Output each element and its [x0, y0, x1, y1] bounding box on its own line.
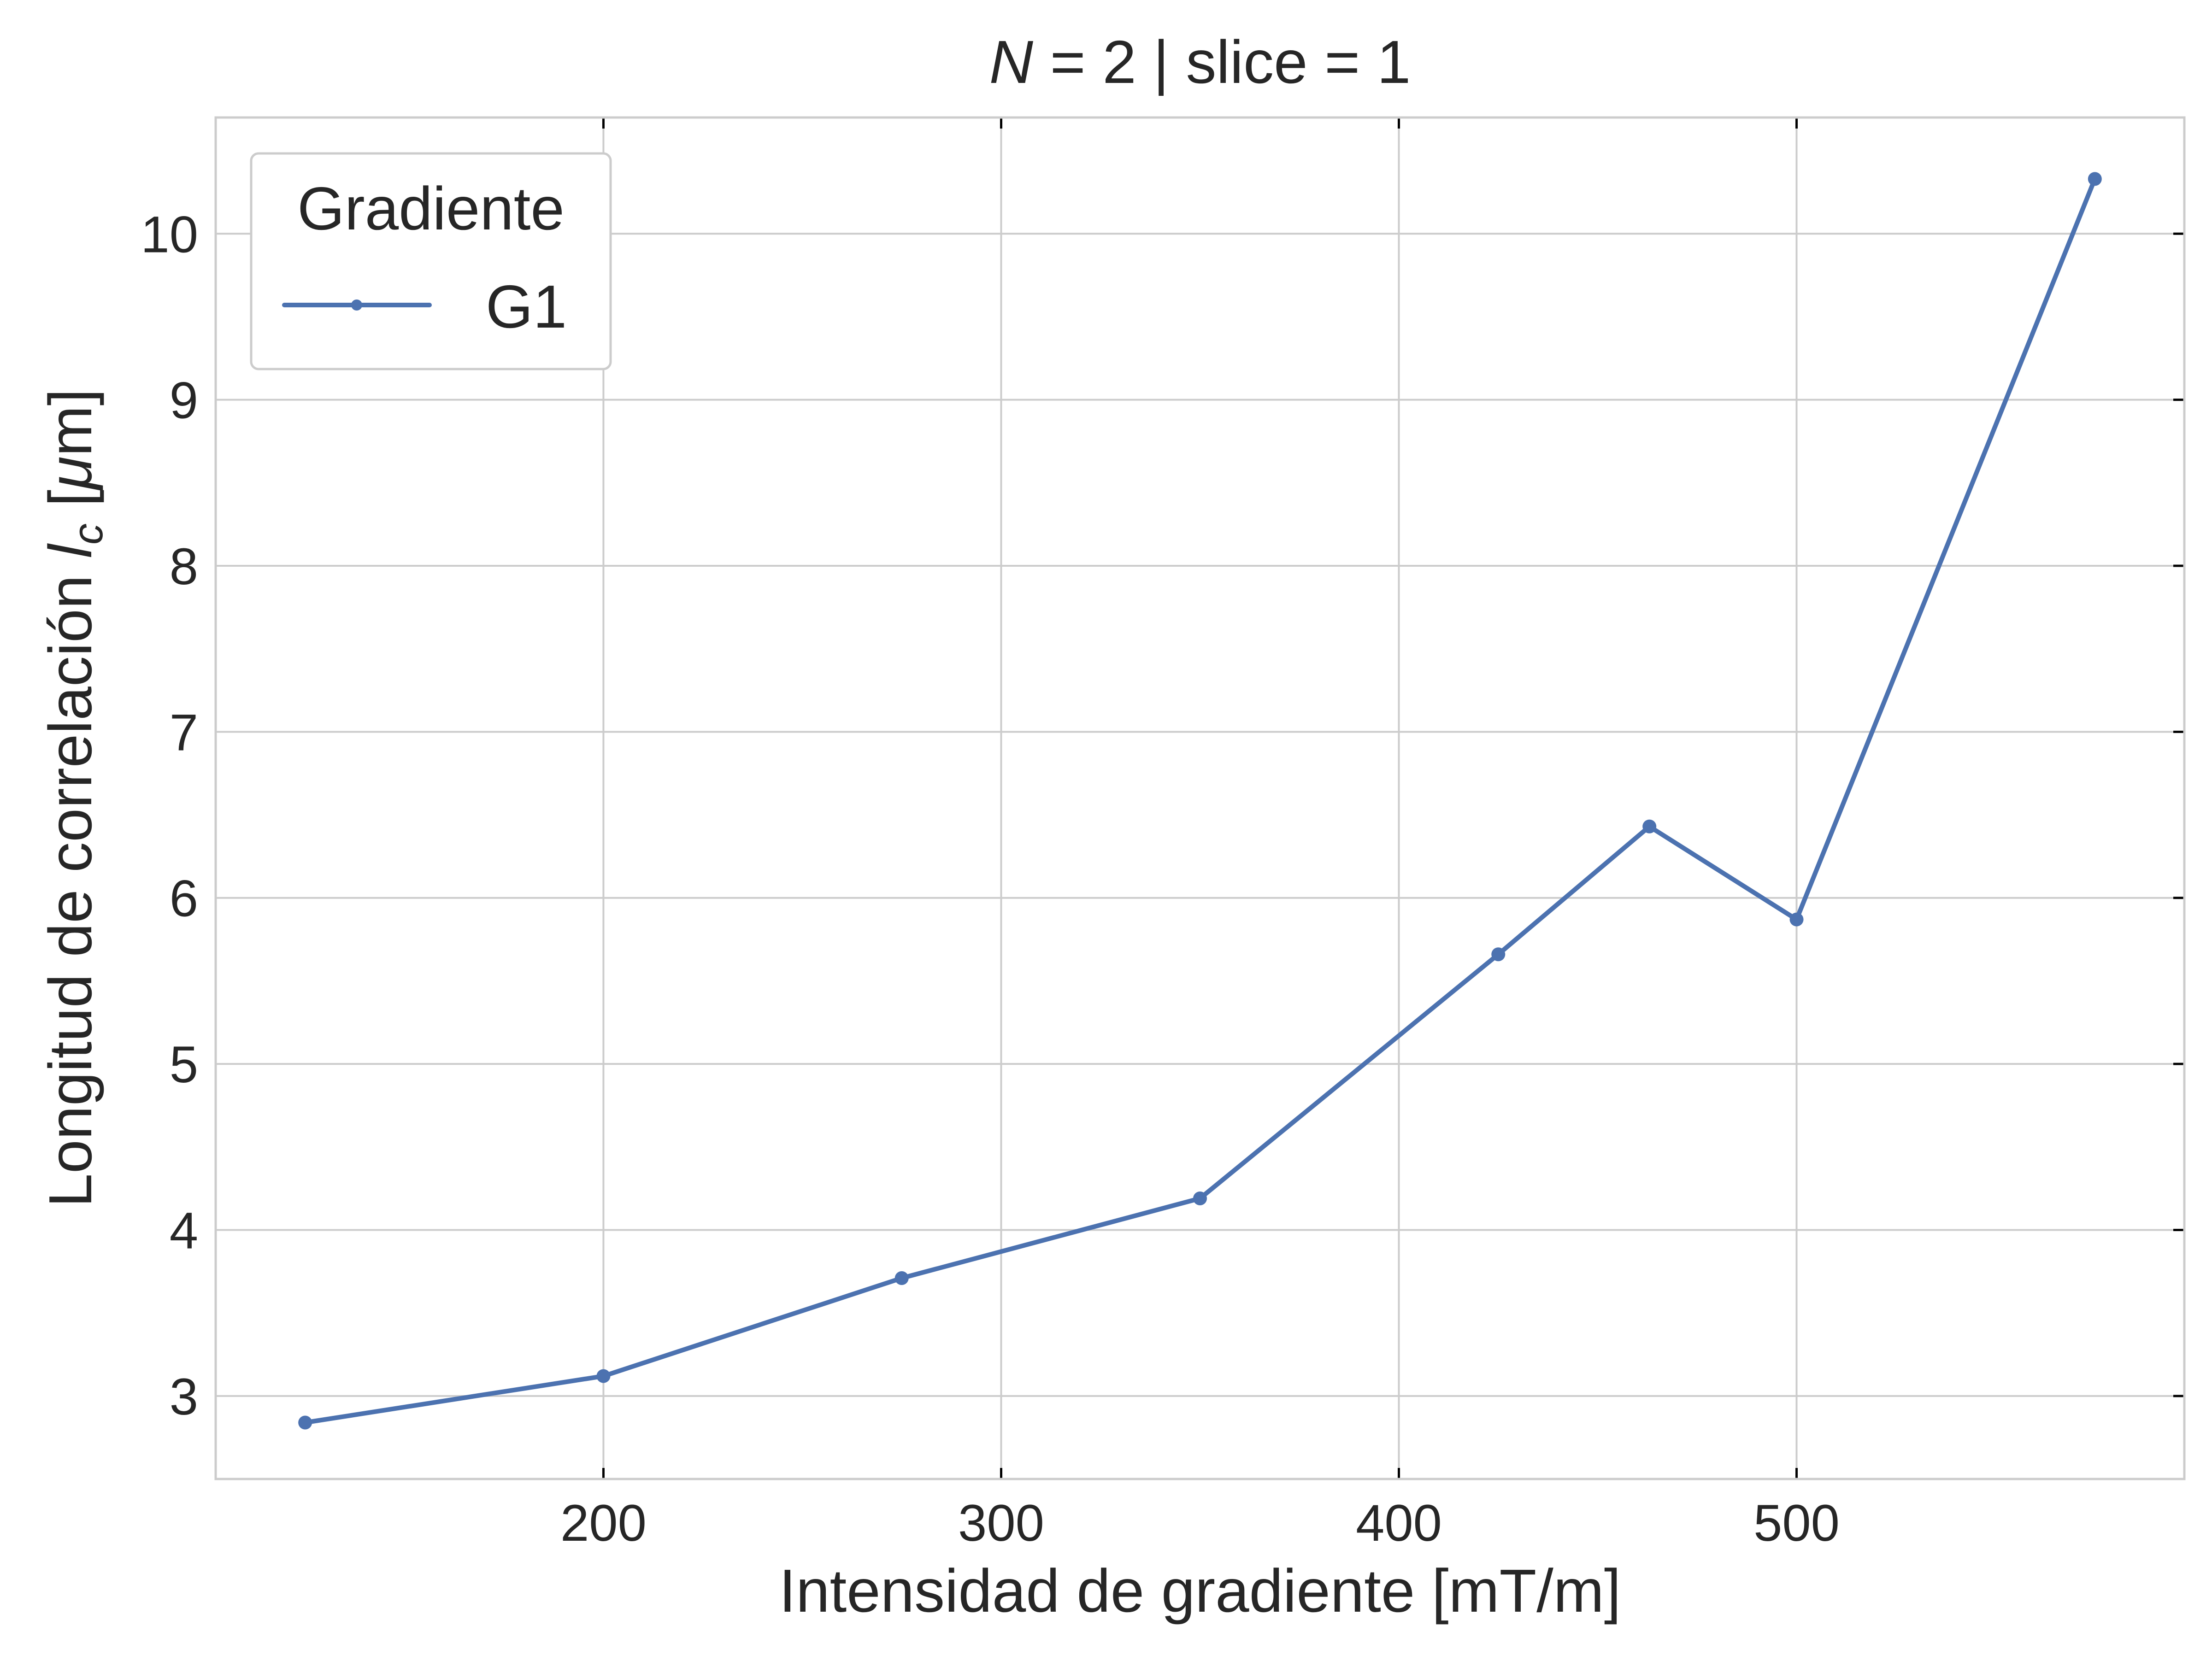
legend: Gradiente G1	[250, 152, 612, 370]
y-tick-label: 3	[170, 1368, 198, 1426]
legend-box	[250, 152, 612, 370]
x-tick-label: 400	[1356, 1494, 1442, 1552]
data-point	[298, 1415, 312, 1430]
grid	[216, 117, 2184, 1479]
y-axis-label-open-bracket: [	[36, 490, 104, 523]
y-axis-label-prefix: Longitud de correlación	[36, 558, 104, 1207]
x-tick-label: 200	[560, 1494, 647, 1552]
y-axis-label-suffix: m]	[36, 389, 104, 457]
y-tick-label: 6	[170, 870, 198, 927]
data-point	[596, 1369, 611, 1383]
chart-title-italic: N	[989, 28, 1034, 96]
data-point	[894, 1271, 909, 1285]
legend-marker-g1	[351, 299, 362, 311]
legend-title: Gradiente	[297, 175, 565, 242]
y-axis-label-mu: μ	[36, 456, 104, 491]
data-point	[1789, 912, 1804, 927]
chart-title-rest: = 2 | slice = 1	[1033, 28, 1411, 96]
data-point	[1642, 819, 1657, 833]
y-tick-label: 9	[170, 372, 198, 429]
x-tick-label: 300	[958, 1494, 1044, 1552]
y-axis-label-subscript: c	[65, 523, 112, 545]
y-tick-label: 10	[141, 205, 198, 263]
x-axis-label: Intensidad de gradiente [mT/m]	[779, 1557, 1621, 1625]
data-point	[1491, 947, 1506, 962]
y-tick-label: 8	[170, 538, 198, 595]
axis-labels: 200 300 400 500 3 4 5 6 7 8 9 10	[141, 205, 1840, 1552]
x-tick-label: 500	[1753, 1494, 1840, 1552]
data-point	[2088, 172, 2102, 186]
y-axis-label-symbol: l	[36, 543, 104, 558]
chart-title: N = 2 | slice = 1	[989, 28, 1411, 96]
y-tick-label: 7	[170, 704, 198, 761]
y-tick-label: 4	[170, 1202, 198, 1259]
plot-frame	[214, 116, 2186, 1480]
series	[298, 172, 2102, 1430]
data-point	[1193, 1191, 1207, 1205]
legend-label-g1: G1	[486, 273, 567, 340]
y-tick-label: 5	[170, 1036, 198, 1093]
y-axis-label: Longitud de correlación lc [μm]	[36, 389, 112, 1208]
ticks	[602, 117, 2184, 1479]
series-line-g1	[303, 176, 2097, 1425]
